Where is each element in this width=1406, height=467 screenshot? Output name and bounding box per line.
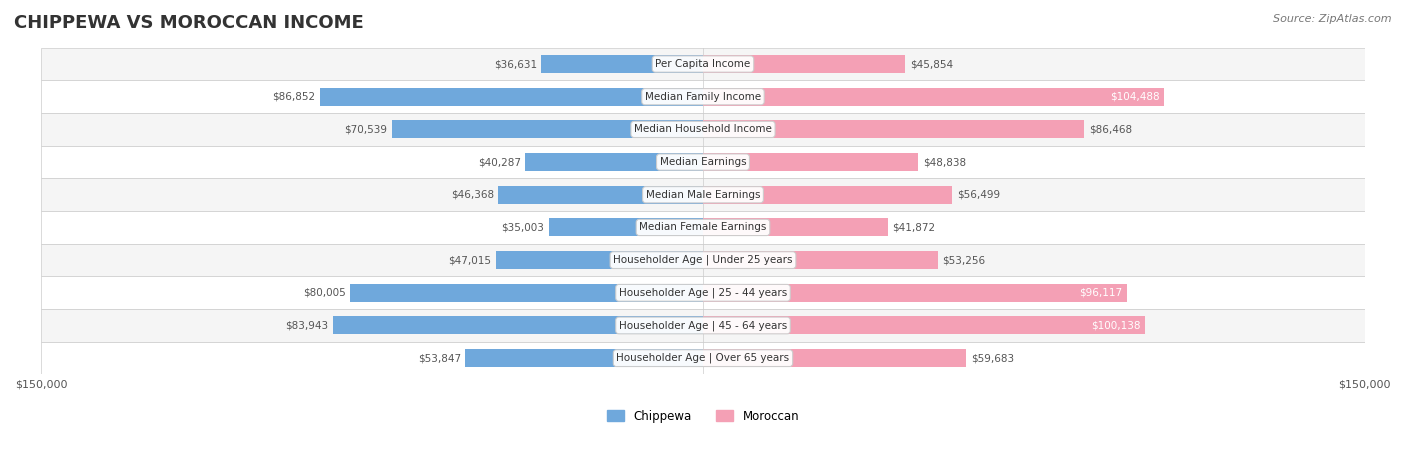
Bar (41, 276, 1365, 309)
Bar (41, 211, 1365, 244)
Bar (465, 349, 703, 367)
Bar (703, 153, 918, 171)
Text: $46,368: $46,368 (451, 190, 494, 200)
Bar (41, 146, 1365, 178)
Bar (703, 88, 1164, 106)
Text: $96,117: $96,117 (1080, 288, 1122, 298)
Bar (41, 178, 1365, 211)
Bar (526, 153, 703, 171)
Bar (41, 309, 1365, 342)
Text: Per Capita Income: Per Capita Income (655, 59, 751, 69)
Text: $100,138: $100,138 (1091, 320, 1140, 331)
Text: CHIPPEWA VS MOROCCAN INCOME: CHIPPEWA VS MOROCCAN INCOME (14, 14, 364, 32)
Text: Median Female Earnings: Median Female Earnings (640, 222, 766, 233)
Bar (703, 55, 905, 73)
Bar (703, 317, 1144, 334)
Text: $47,015: $47,015 (449, 255, 491, 265)
Bar (703, 219, 887, 236)
Text: $40,287: $40,287 (478, 157, 520, 167)
Bar (41, 244, 1365, 276)
Bar (703, 120, 1084, 138)
Text: $41,872: $41,872 (893, 222, 935, 233)
Bar (350, 284, 703, 302)
Text: $70,539: $70,539 (344, 124, 388, 134)
Text: $53,847: $53,847 (418, 353, 461, 363)
Text: Source: ZipAtlas.com: Source: ZipAtlas.com (1274, 14, 1392, 24)
Bar (333, 317, 703, 334)
Text: Householder Age | Over 65 years: Householder Age | Over 65 years (616, 353, 790, 363)
Bar (703, 284, 1128, 302)
Bar (41, 113, 1365, 146)
Bar (319, 88, 703, 106)
Text: Householder Age | 45 - 64 years: Householder Age | 45 - 64 years (619, 320, 787, 331)
Bar (703, 251, 938, 269)
Bar (41, 342, 1365, 375)
Bar (392, 120, 703, 138)
Text: $45,854: $45,854 (910, 59, 953, 69)
Bar (703, 186, 952, 204)
Bar (495, 251, 703, 269)
Text: Median Household Income: Median Household Income (634, 124, 772, 134)
Bar (41, 80, 1365, 113)
Text: Householder Age | 25 - 44 years: Householder Age | 25 - 44 years (619, 288, 787, 298)
Text: $104,488: $104,488 (1109, 92, 1160, 102)
Legend: Chippewa, Moroccan: Chippewa, Moroccan (602, 405, 804, 427)
Text: $83,943: $83,943 (285, 320, 328, 331)
Bar (548, 219, 703, 236)
Text: $86,852: $86,852 (273, 92, 315, 102)
Bar (499, 186, 703, 204)
Text: $53,256: $53,256 (942, 255, 986, 265)
Bar (703, 349, 966, 367)
Text: $48,838: $48,838 (922, 157, 966, 167)
Text: $86,468: $86,468 (1088, 124, 1132, 134)
Text: Median Male Earnings: Median Male Earnings (645, 190, 761, 200)
Text: Median Family Income: Median Family Income (645, 92, 761, 102)
Bar (41, 48, 1365, 80)
Bar (541, 55, 703, 73)
Text: $59,683: $59,683 (970, 353, 1014, 363)
Text: $80,005: $80,005 (302, 288, 346, 298)
Text: $36,631: $36,631 (494, 59, 537, 69)
Text: Median Earnings: Median Earnings (659, 157, 747, 167)
Text: $35,003: $35,003 (502, 222, 544, 233)
Text: $56,499: $56,499 (956, 190, 1000, 200)
Text: Householder Age | Under 25 years: Householder Age | Under 25 years (613, 255, 793, 265)
